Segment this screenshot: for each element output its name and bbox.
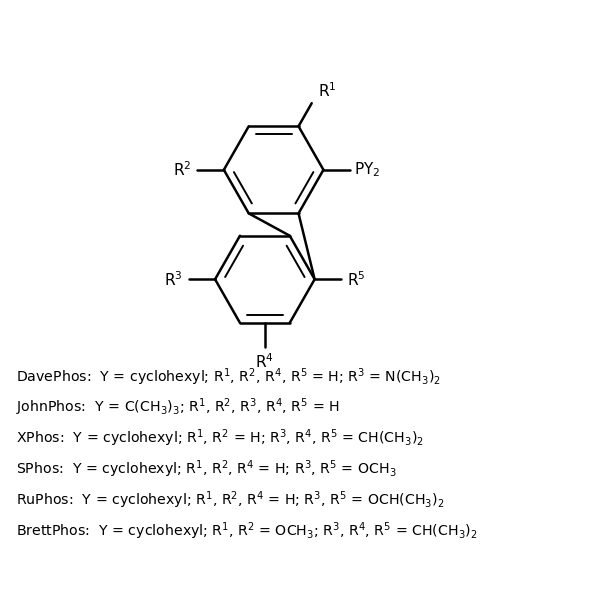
Text: DavePhos:  Y = cyclohexyl; R$^1$, R$^2$, R$^4$, R$^5$ = H; R$^3$ = N(CH$_3$)$_2$: DavePhos: Y = cyclohexyl; R$^1$, R$^2$, … xyxy=(16,366,441,388)
Text: R$^4$: R$^4$ xyxy=(256,353,274,371)
Text: JohnPhos:  Y = C(CH$_3$)$_3$; R$^1$, R$^2$, R$^3$, R$^4$, R$^5$ = H: JohnPhos: Y = C(CH$_3$)$_3$; R$^1$, R$^2… xyxy=(16,397,340,418)
Text: XPhos:  Y = cyclohexyl; R$^1$, R$^2$ = H; R$^3$, R$^4$, R$^5$ = CH(CH$_3$)$_2$: XPhos: Y = cyclohexyl; R$^1$, R$^2$ = H;… xyxy=(16,428,424,449)
Text: R$^3$: R$^3$ xyxy=(164,270,183,289)
Text: R$^1$: R$^1$ xyxy=(317,82,336,100)
Text: PY$_2$: PY$_2$ xyxy=(355,160,381,179)
Text: R$^2$: R$^2$ xyxy=(173,160,191,179)
Text: RuPhos:  Y = cyclohexyl; R$^1$, R$^2$, R$^4$ = H; R$^3$, R$^5$ = OCH(CH$_3$)$_2$: RuPhos: Y = cyclohexyl; R$^1$, R$^2$, R$… xyxy=(16,489,444,511)
Text: BrettPhos:  Y = cyclohexyl; R$^1$, R$^2$ = OCH$_3$; R$^3$, R$^4$, R$^5$ = CH(CH$: BrettPhos: Y = cyclohexyl; R$^1$, R$^2$ … xyxy=(16,520,478,542)
Text: SPhos:  Y = cyclohexyl; R$^1$, R$^2$, R$^4$ = H; R$^3$, R$^5$ = OCH$_3$: SPhos: Y = cyclohexyl; R$^1$, R$^2$, R$^… xyxy=(16,458,397,480)
Text: R$^5$: R$^5$ xyxy=(347,270,365,289)
